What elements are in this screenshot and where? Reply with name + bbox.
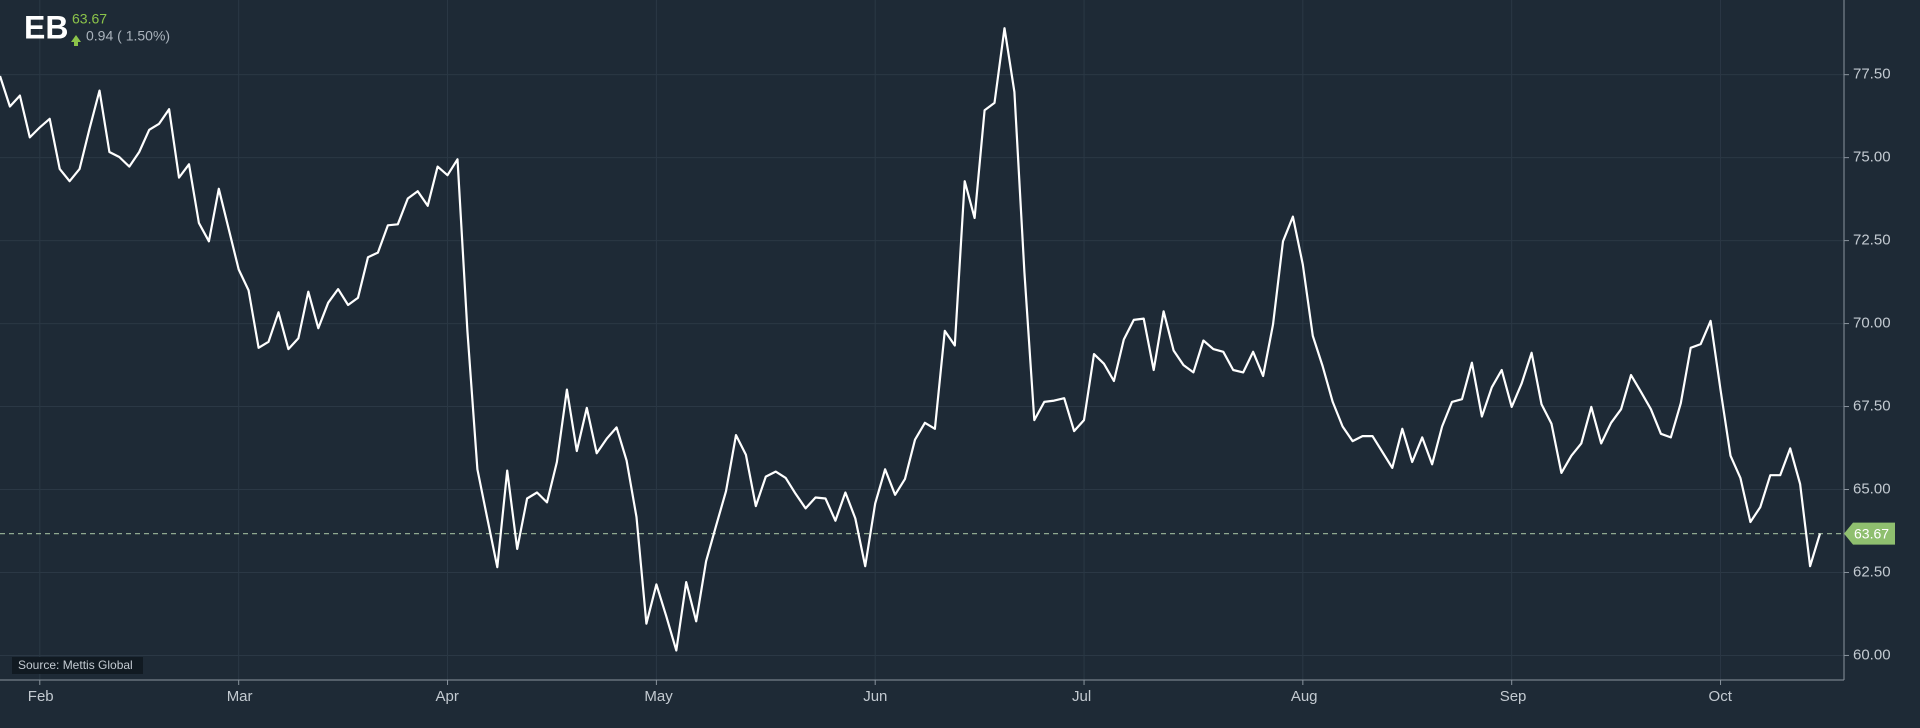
plot: [0, 27, 1822, 652]
change: 0.94 ( 1.50%): [86, 28, 170, 44]
y-tick-label: 60.00: [1853, 646, 1891, 663]
x-tick-label: Aug: [1291, 688, 1318, 705]
y-tick-label: 70.00: [1853, 315, 1891, 332]
y-tick-label: 67.50: [1853, 398, 1891, 415]
x-tick-label: May: [644, 688, 673, 705]
source-box: [12, 657, 143, 674]
up-arrow: [71, 35, 81, 46]
price: 63.67: [72, 11, 107, 27]
x-tick-label: Apr: [436, 688, 459, 705]
y-tick-label: 77.50: [1853, 66, 1891, 83]
price-line: [0, 27, 1822, 652]
symbol: EB: [24, 9, 68, 45]
x-tick-label: Oct: [1709, 688, 1733, 705]
x-tick-label: Jul: [1072, 688, 1091, 705]
x-tick-label: Mar: [227, 688, 253, 705]
y-tick-label: 72.50: [1853, 232, 1891, 249]
y-tick-label: 65.00: [1853, 480, 1891, 497]
x-tick-label: Sep: [1500, 688, 1527, 705]
source: Source: Mettis Global: [18, 658, 133, 672]
x-tick-label: Feb: [28, 688, 54, 705]
y-tick-label: 62.50: [1853, 563, 1891, 580]
price-tag-label: 63.67: [1854, 525, 1889, 541]
x-tick-label: Jun: [863, 688, 887, 705]
y-tick-label: 75.00: [1853, 149, 1891, 166]
price-tag: [1844, 522, 1895, 545]
grid: [0, 0, 1844, 680]
